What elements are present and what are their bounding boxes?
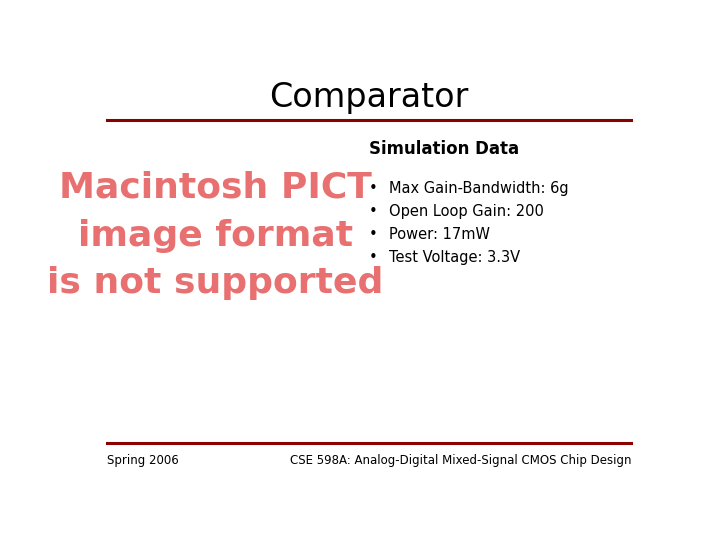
Text: Test Voltage: 3.3V: Test Voltage: 3.3V [389,250,520,265]
Text: •: • [369,227,377,242]
Text: Simulation Data: Simulation Data [369,140,519,158]
Text: Macintosh PICT: Macintosh PICT [59,171,372,205]
Text: image format: image format [78,219,353,253]
Text: Spring 2006: Spring 2006 [107,454,179,467]
Text: CSE 598A: Analog-Digital Mixed-Signal CMOS Chip Design: CSE 598A: Analog-Digital Mixed-Signal CM… [289,454,631,467]
Text: •: • [369,204,377,219]
Text: Max Gain-Bandwidth: 6g: Max Gain-Bandwidth: 6g [389,181,568,196]
Text: •: • [369,250,377,265]
Text: Open Loop Gain: 200: Open Loop Gain: 200 [389,204,544,219]
Text: •: • [369,181,377,196]
Text: Power: 17mW: Power: 17mW [389,227,490,242]
Text: is not supported: is not supported [48,266,384,300]
Text: Comparator: Comparator [269,82,469,114]
